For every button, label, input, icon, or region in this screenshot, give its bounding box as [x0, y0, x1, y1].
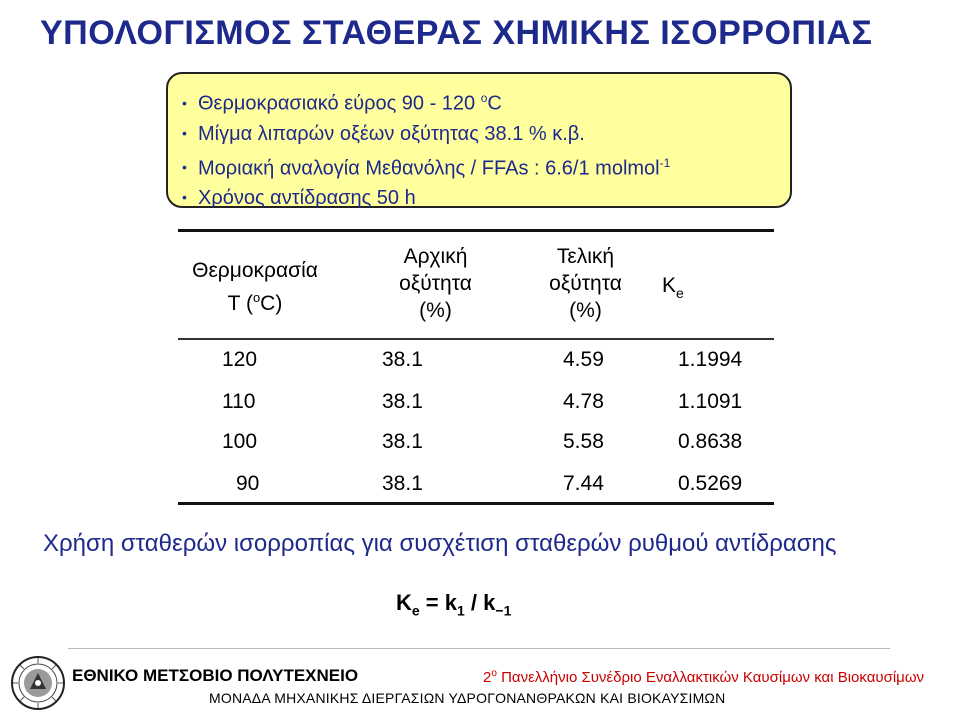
slide-title: ΥΠΟΛΟΓΙΣΜΟΣ ΣΤΑΘΕΡΑΣ ΧΗΜΙΚΗΣ ΙΣΟΡΡΟΠΙΑΣ [40, 14, 873, 52]
conference-title: Πανελλήνιο Συνέδριο Εναλλακτικών Καυσίμω… [496, 669, 925, 686]
row3-initial: 38.1 [382, 430, 423, 453]
row3-final: 5.58 [563, 430, 604, 453]
formula-ke-main: K [396, 590, 412, 615]
lab-name: ΜΟΝΑΔΑ ΜΗΧΑΝΙΚΗΣ ΔΙΕΡΓΑΣΙΩΝ ΥΔΡΟΓΟΝΑΝΘΡΑ… [209, 690, 726, 706]
condition-molar-ratio: • Μοριακή αναλογία Μεθανόλης / FFAs : 6.6… [182, 149, 776, 184]
formula-equals: = [419, 590, 445, 615]
row1-temperature: 120 [222, 348, 258, 371]
row4-ke: 0.5269 [678, 472, 743, 495]
header-initial-line1: Αρχική [403, 245, 468, 268]
header-initial-acidity: Αρχική οξύτητα (%) [368, 243, 503, 324]
formula-k2-main: k [483, 590, 496, 615]
row2-ke: 1.1091 [678, 390, 743, 413]
formula-k1-main: k [444, 590, 458, 615]
bullet-icon: • [182, 189, 187, 206]
header-temperature: Θερμοκρασία T (oC) [180, 257, 330, 317]
equilibrium-formula: Ke = k1 / k−1 [396, 590, 511, 618]
table-bottom-rule [178, 502, 774, 505]
row3-temperature: 100 [222, 430, 258, 453]
condition-mixture: • Μίγμα λιπαρών οξέων οξύτητας 38.1 % κ.β… [182, 119, 776, 149]
row4-temperature: 90 [236, 472, 260, 495]
header-final-acidity: Τελική οξύτητα (%) [518, 243, 653, 324]
row1-ke: 1.1994 [678, 348, 743, 371]
usage-note: Χρήση σταθερών ισορροπίας για συσχέτιση … [43, 530, 837, 557]
condition-text: Μίγμα λιπαρών οξέων οξύτητας 38.1 % κ.β. [198, 122, 585, 145]
header-ke-main: K [662, 274, 677, 297]
header-temperature-line1: Θερμοκρασία [192, 259, 318, 282]
header-final-line1: Τελική [556, 245, 615, 268]
condition-text: Θερμοκρασιακό εύρος 90 - 120 [198, 92, 481, 115]
header-initial-line3: (%) [419, 299, 452, 322]
table-top-rule [178, 229, 774, 232]
header-ke: Ke [662, 272, 702, 307]
row4-final: 7.44 [563, 472, 604, 495]
row2-initial: 38.1 [382, 390, 423, 413]
bullet-icon: • [182, 159, 187, 176]
conference-name: 2ο Πανελλήνιο Συνέδριο Εναλλακτικών Καυσ… [483, 668, 924, 686]
header-final-line2: οξύτητα [549, 272, 622, 295]
header-temperature-line2: T (oC) [227, 290, 283, 315]
degree-sup: o [480, 91, 488, 105]
row2-final: 4.78 [563, 390, 604, 413]
conference-sup: ο [491, 668, 497, 679]
temp-unit: C [487, 92, 502, 115]
university-seal-icon [11, 656, 65, 710]
condition-reaction-time: • Χρόνος αντίδρασης 50 h [182, 183, 776, 213]
row1-final: 4.59 [563, 348, 604, 371]
condition-text: Χρόνος αντίδρασης 50 h [198, 187, 416, 210]
formula-k1-sub: 1 [457, 602, 465, 619]
formula-slash: / [464, 590, 484, 615]
header-initial-line2: οξύτητα [399, 272, 472, 295]
condition-text: Μοριακή αναλογία Μεθανόλης / FFAs : 6.6/… [198, 157, 660, 180]
row1-initial: 38.1 [382, 348, 423, 371]
conditions-box: • Θερμοκρασιακό εύρος 90 - 120 oC • Μίγμα … [166, 72, 792, 209]
formula-ke-sub: e [411, 602, 420, 619]
header-ke-sub: e [676, 285, 684, 301]
header-final-line3: (%) [569, 299, 602, 322]
row2-temperature: 110 [222, 390, 256, 413]
bullet-icon: • [182, 124, 187, 141]
conference-number: 2 [483, 669, 492, 686]
condition-temp-range: • Θερμοκρασιακό εύρος 90 - 120 oC [182, 84, 776, 119]
university-name: ΕΘΝΙΚΟ ΜΕΤΣΟΒΙΟ ΠΟΛΥΤΕΧΝΕΙΟ [72, 666, 359, 685]
row3-ke: 0.8638 [678, 430, 743, 453]
exponent-sup: -1 [659, 155, 671, 170]
conditions-list: • Θερμοκρασιακό εύρος 90 - 120 oC • Μίγμα … [182, 84, 776, 213]
formula-k2-sub: −1 [495, 602, 512, 619]
footer-divider [68, 648, 890, 649]
bullet-icon: • [182, 94, 187, 111]
row4-initial: 38.1 [382, 472, 423, 495]
table-header-rule [178, 338, 774, 340]
